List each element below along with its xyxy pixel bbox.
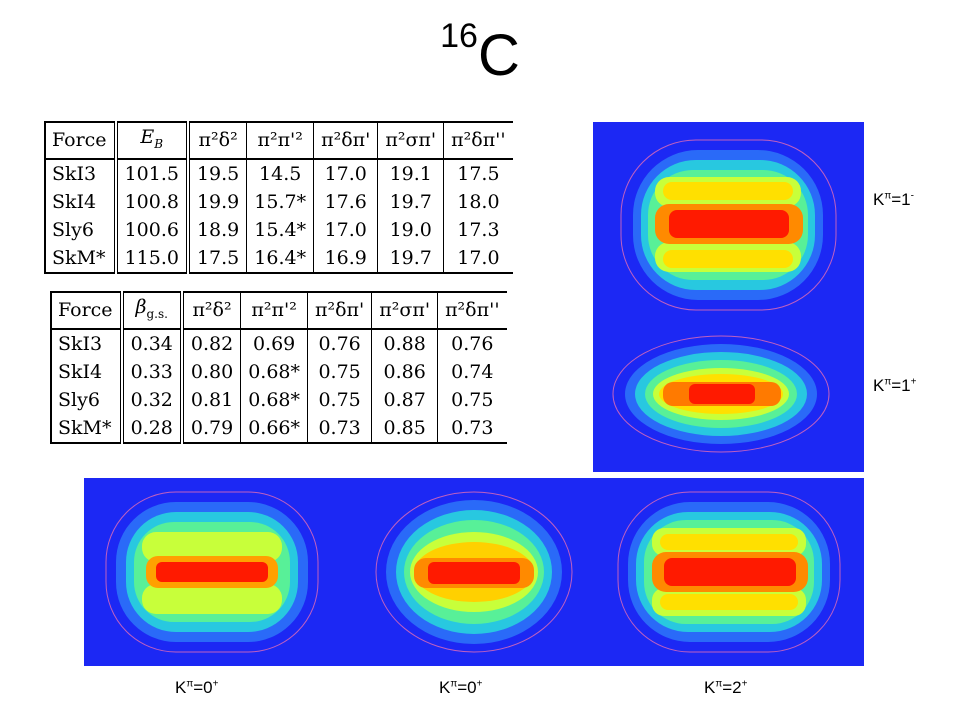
table-cell: 0.74 — [437, 357, 507, 386]
table-cell: 0.73 — [437, 413, 507, 443]
table-cell: 17.0 — [313, 158, 378, 188]
table-cell: 18.9 — [187, 215, 247, 244]
kpi-label-0plus-a: Kπ=0+ — [175, 678, 219, 697]
table-header-row: Force βg.s. π²δ² π²π'² π²δπ' π²σπ' π²δπ'… — [51, 292, 507, 330]
table-cell: 17.5 — [443, 158, 513, 188]
kpi-label-2plus: Kπ=2+ — [704, 678, 748, 697]
table-cell: 0.87 — [371, 385, 438, 414]
mass-number: 16 — [440, 16, 478, 55]
table-cell: SkI4 — [45, 187, 118, 216]
table-cell: 0.75 — [437, 385, 507, 414]
table-cell: SkM* — [51, 413, 124, 443]
table-cell: 14.5 — [246, 158, 314, 188]
table-cell: 0.86 — [371, 357, 438, 386]
table-cell: 19.5 — [187, 158, 247, 188]
header-col-4: π²δπ' — [306, 292, 372, 330]
table-cell: 0.69 — [240, 328, 308, 358]
table-cell: 0.68* — [240, 357, 308, 386]
table-cell: SkI3 — [45, 158, 118, 188]
header-beta: βg.s. — [121, 292, 184, 330]
table-cell: 0.82 — [181, 328, 241, 358]
header-col-2: π²δ² — [187, 122, 247, 160]
table-header-row: Force EB π²δ² π²π'² π²δπ' π²σπ' π²δπ'' — [45, 122, 513, 160]
table-cell: 17.0 — [313, 215, 378, 244]
table-cell: 0.75 — [306, 385, 372, 414]
table-cell: Sly6 — [51, 385, 124, 414]
table-row: SkI3 101.5 19.5 14.5 17.0 19.1 17.5 — [45, 158, 513, 188]
table-cell: SkI4 — [51, 357, 124, 386]
table-cell: 0.80 — [181, 357, 241, 386]
table-cell: 0.75 — [306, 357, 372, 386]
table-cell: 0.68* — [240, 385, 308, 414]
table-cell: 100.6 — [115, 215, 190, 244]
table-cell: 18.0 — [443, 187, 513, 216]
table-cell: 0.32 — [121, 385, 184, 414]
page-title: 16C — [0, 17, 960, 89]
density-kpi-0plus-b — [375, 491, 573, 653]
density-map-right-column — [593, 122, 864, 472]
header-col-3: π²π'² — [240, 292, 308, 330]
kpi-label-0plus-b: Kπ=0+ — [439, 678, 483, 697]
table-cell: 17.3 — [443, 215, 513, 244]
table-cell: 100.8 — [115, 187, 190, 216]
table-cell: 0.66* — [240, 413, 308, 443]
deformations-table: Force βg.s. π²δ² π²π'² π²δπ' π²σπ' π²δπ'… — [50, 291, 507, 444]
header-eb: EB — [115, 122, 190, 160]
table-cell: 101.5 — [115, 158, 190, 188]
density-map-right-svg — [593, 122, 864, 472]
kpi-label-1plus: Kπ=1+ — [873, 376, 917, 395]
header-col-5: π²σπ' — [371, 292, 438, 330]
table-cell: 0.33 — [121, 357, 184, 386]
density-map-bottom-row — [84, 478, 864, 666]
table-cell: 19.7 — [377, 187, 444, 216]
table-cell: 16.4* — [246, 243, 314, 273]
table-row: SkI4 0.33 0.80 0.68* 0.75 0.86 0.74 — [51, 357, 507, 386]
table-cell: 15.4* — [246, 215, 314, 244]
table-cell: 19.9 — [187, 187, 247, 216]
table-cell: 0.28 — [121, 413, 184, 443]
table-cell: 15.7* — [246, 187, 314, 216]
header-col-6: π²δπ'' — [437, 292, 507, 330]
header-col-6: π²δπ'' — [443, 122, 513, 160]
density-kpi-2plus — [617, 491, 841, 653]
table-cell: 0.85 — [371, 413, 438, 443]
table-row: SkI4 100.8 19.9 15.7* 17.6 19.7 18.0 — [45, 187, 513, 216]
table-cell: Sly6 — [45, 215, 118, 244]
header-col-5: π²σπ' — [377, 122, 444, 160]
table-row: Sly6 0.32 0.81 0.68* 0.75 0.87 0.75 — [51, 385, 507, 414]
table-cell: 0.88 — [371, 328, 438, 358]
density-kpi-1plus — [612, 335, 830, 453]
energies-table: Force EB π²δ² π²π'² π²δπ' π²σπ' π²δπ'' S… — [44, 121, 513, 274]
table-cell: SkI3 — [51, 328, 124, 358]
table-cell: 0.76 — [437, 328, 507, 358]
density-kpi-0plus-a — [105, 491, 319, 653]
table-cell: 0.73 — [306, 413, 372, 443]
table-cell: 115.0 — [115, 243, 190, 273]
table-cell: 0.76 — [306, 328, 372, 358]
table-cell: 19.1 — [377, 158, 444, 188]
table-row: SkM* 0.28 0.79 0.66* 0.73 0.85 0.73 — [51, 413, 507, 443]
table-cell: 17.6 — [313, 187, 378, 216]
header-force: Force — [45, 122, 118, 160]
header-col-2: π²δ² — [181, 292, 241, 330]
table-cell: 19.0 — [377, 215, 444, 244]
table-cell: SkM* — [45, 243, 118, 273]
table-cell: 17.0 — [443, 243, 513, 273]
header-col-3: π²π'² — [246, 122, 314, 160]
table-cell: 19.7 — [377, 243, 444, 273]
table-cell: 0.34 — [121, 328, 184, 358]
table-row: SkI3 0.34 0.82 0.69 0.76 0.88 0.76 — [51, 328, 507, 358]
density-map-bottom-svg — [84, 478, 864, 666]
table-cell: 16.9 — [313, 243, 378, 273]
table-cell: 0.79 — [181, 413, 241, 443]
header-col-4: π²δπ' — [313, 122, 378, 160]
element-symbol: C — [477, 23, 520, 88]
table-row: Sly6 100.6 18.9 15.4* 17.0 19.0 17.3 — [45, 215, 513, 244]
kpi-label-1minus: Kπ=1- — [873, 190, 914, 209]
table-row: SkM* 115.0 17.5 16.4* 16.9 19.7 17.0 — [45, 243, 513, 273]
density-kpi-1minus — [620, 139, 837, 311]
header-force: Force — [51, 292, 124, 330]
table-cell: 17.5 — [187, 243, 247, 273]
table-cell: 0.81 — [181, 385, 241, 414]
